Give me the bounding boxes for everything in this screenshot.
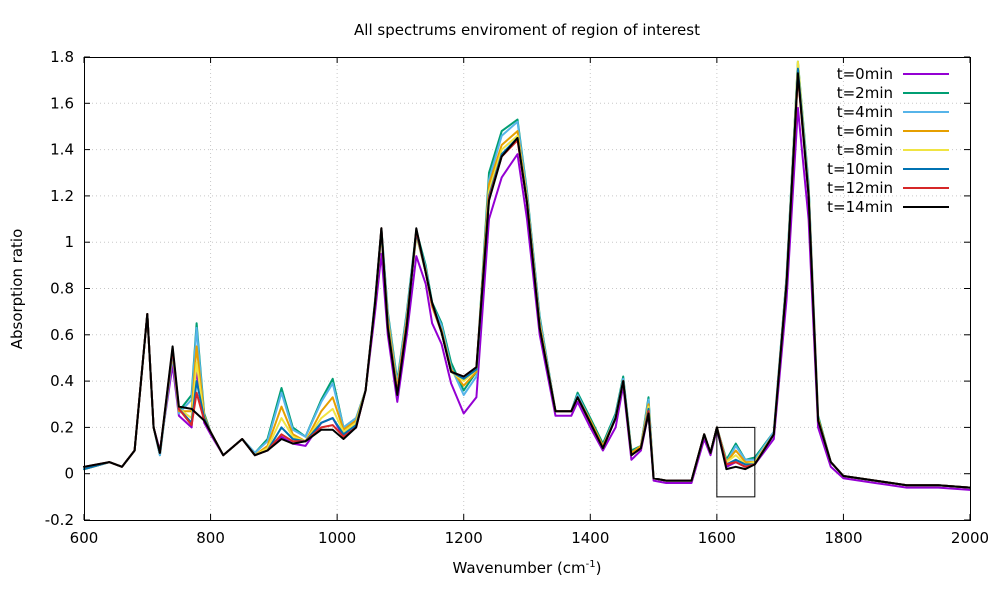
y-axis-title: Absorption ratio (8, 229, 26, 350)
legend-label-5: t=10min (827, 160, 893, 178)
chart-title: All spectrums enviroment of region of in… (354, 21, 700, 39)
y-tick-label: 0.4 (50, 372, 74, 390)
y-tick-label: -0.2 (45, 511, 74, 529)
region-of-interest-box (716, 426, 756, 498)
x-axis-title: Wavenumber (cm-1) (452, 559, 601, 577)
x-axis-title-main: Wavenumber (cm (452, 559, 585, 577)
legend-label-4: t=8min (837, 141, 893, 159)
region-of-interest-rect (716, 426, 756, 498)
legend-label-1: t=2min (837, 84, 893, 102)
x-axis-title-end: ) (596, 559, 602, 577)
x-axis-title-sup: -1 (586, 559, 596, 570)
axis-ticks: 600 800 1000 1200 1400 1600 1800 2000 -0.2 0 0.2 0.… (45, 48, 989, 547)
x-tick-label: 800 (196, 529, 225, 547)
legend-label-0: t=0min (837, 65, 893, 83)
legend: t=0mint=2mint=4mint=6mint=8mint=10mint=1… (827, 65, 949, 216)
x-tick-label: 600 (70, 529, 99, 547)
y-tick-label: 1.4 (50, 141, 74, 159)
legend-label-3: t=6min (837, 122, 893, 140)
legend-label-2: t=4min (837, 103, 893, 121)
y-tick-label: 1 (64, 233, 74, 251)
y-tick-label: 0.2 (50, 418, 74, 436)
x-tick-label: 2000 (951, 529, 989, 547)
y-tick-label: 0.8 (50, 280, 74, 298)
y-tick-label: 1.8 (50, 48, 74, 66)
series-group (83, 60, 971, 491)
y-tick-label: 1.6 (50, 94, 74, 112)
y-tick-label: 0 (64, 465, 74, 483)
y-tick-label: 0.6 (50, 326, 74, 344)
x-tick-label: 1800 (824, 529, 862, 547)
x-tick-label: 1400 (571, 529, 609, 547)
x-tick-label: 1000 (318, 529, 356, 547)
x-tick-label: 1200 (445, 529, 483, 547)
legend-label-7: t=14min (827, 198, 893, 216)
x-tick-label: 1600 (698, 529, 736, 547)
legend-label-6: t=12min (827, 179, 893, 197)
y-tick-label: 1.2 (50, 187, 74, 205)
series-line-7 (83, 72, 971, 489)
